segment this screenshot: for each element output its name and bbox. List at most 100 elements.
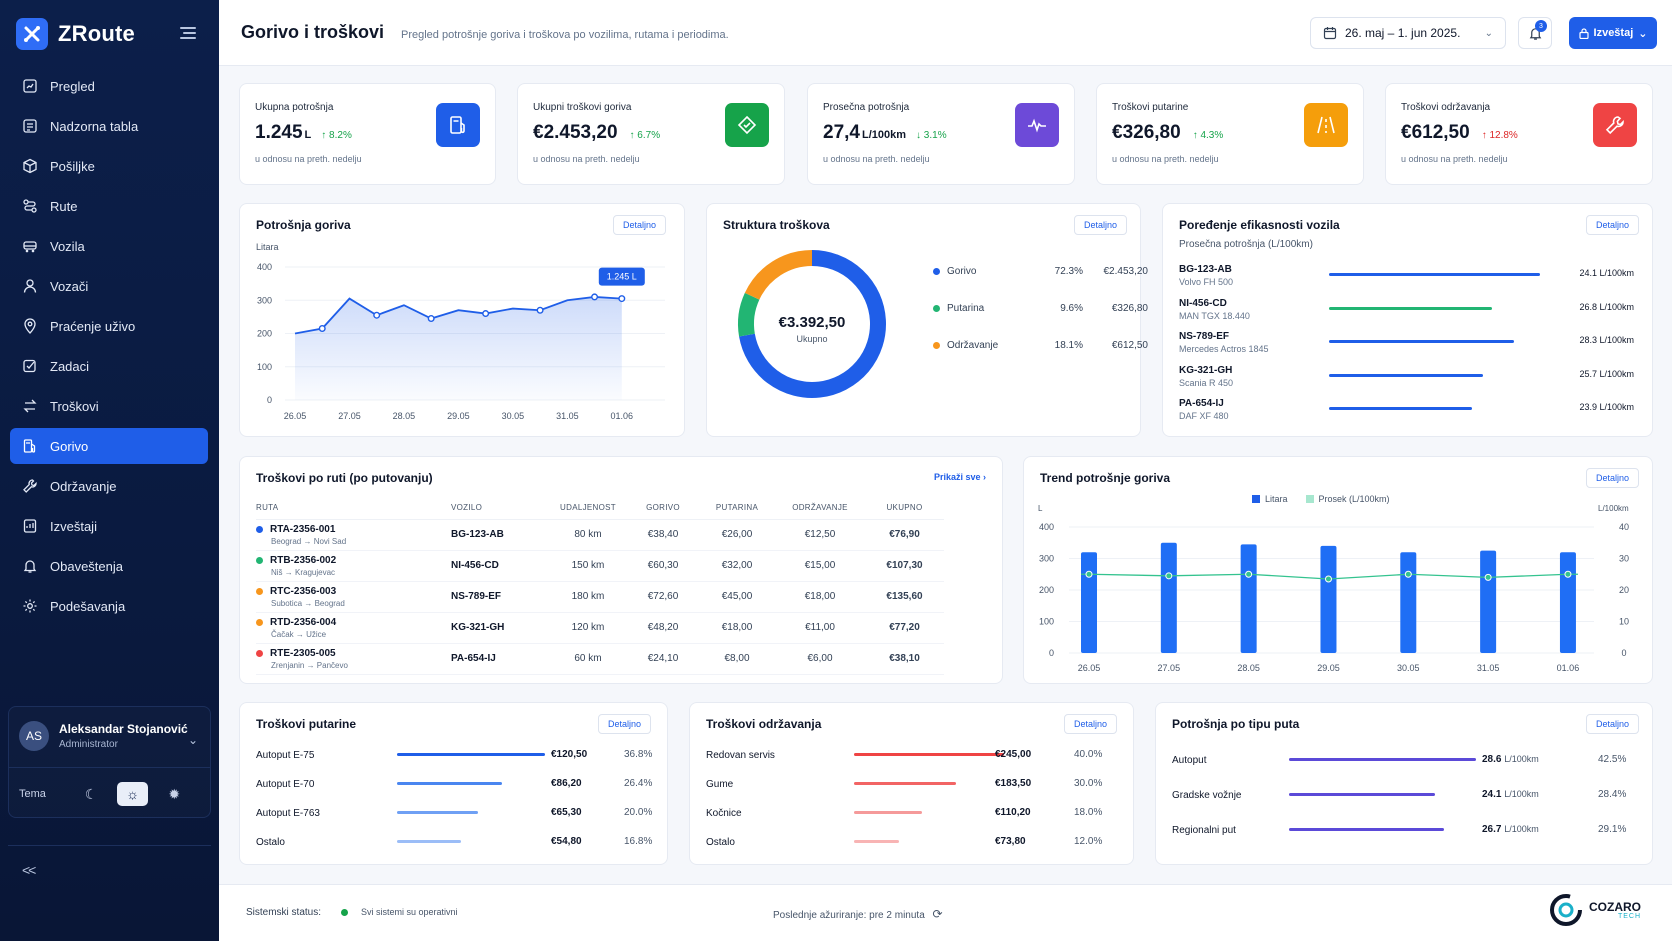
sidebar-item-vozila[interactable]: Vozila xyxy=(10,228,208,264)
notifications-button[interactable]: 3 xyxy=(1518,17,1552,49)
show-all-label: Prikaži sve xyxy=(933,472,981,482)
sidebar-item-obaveštenja[interactable]: Obaveštenja xyxy=(10,548,208,584)
detail-button[interactable]: Detaljno xyxy=(597,714,651,734)
value-bar xyxy=(1289,793,1435,796)
row-label: Redovan servis xyxy=(706,749,775,761)
sidebar-item-održavanje[interactable]: Održavanje xyxy=(10,468,208,504)
sidebar-item-vozači[interactable]: Vozači xyxy=(10,268,208,304)
vehicle-efficiency-row[interactable]: NI-456-CD MAN TGX 18.440 26.8 L/100km xyxy=(1179,298,1634,330)
route-path: Niš → Kragujevac xyxy=(271,567,336,577)
kpi-comparison: u odnosu na preth. nedelju xyxy=(255,154,362,164)
detail-button[interactable]: Detaljno xyxy=(612,215,666,235)
route-path: Subotica → Beograd xyxy=(271,598,345,608)
road-type-row[interactable]: Autoput 28.6 L/100km 42.5% xyxy=(1172,750,1632,770)
cost-row[interactable]: Ostalo €54,80 16.8% xyxy=(256,832,652,852)
row-value: €86,20 xyxy=(551,778,582,789)
avatar: AS xyxy=(19,721,49,751)
kpi-unit: L xyxy=(304,129,312,141)
y-axis-unit: L xyxy=(1038,504,1043,513)
cost-row[interactable]: Kočnice €110,20 18.0% xyxy=(706,803,1102,823)
road-type-row[interactable]: Regionalni put 26.7 L/100km 29.1% xyxy=(1172,820,1632,840)
table-row[interactable]: RTE-2305-005 Zrenjanin → Pančevo PA-654-IJ… xyxy=(256,643,944,675)
row-percent: 16.8% xyxy=(624,836,653,847)
cost-row[interactable]: Autoput E-763 €65,30 20.0% xyxy=(256,803,652,823)
x-tick-label: 28.05 xyxy=(1237,663,1260,673)
maintenance-costs-card: Troškovi održavanja Detaljno Redovan ser… xyxy=(689,702,1134,865)
table-row[interactable]: RTC-2356-003 Subotica → Beograd NS-789-EF 1… xyxy=(256,581,944,613)
cost-row[interactable]: Gume €183,50 30.0% xyxy=(706,774,1102,794)
menu-toggle-icon[interactable] xyxy=(180,27,196,41)
efficiency-bar xyxy=(1329,306,1492,310)
detail-button[interactable]: Detaljno xyxy=(1073,215,1127,235)
refresh-icon[interactable]: ⟳ xyxy=(932,907,943,921)
sidebar-item-pregled[interactable]: Pregled xyxy=(10,68,208,104)
detail-button[interactable]: Detaljno xyxy=(1063,714,1117,734)
chevron-down-icon[interactable]: ⌄ xyxy=(187,733,198,747)
cost-row[interactable]: Redovan servis €245,00 40.0% xyxy=(706,745,1102,765)
sun-icon[interactable]: ☼ xyxy=(116,782,149,806)
fuel-trend-card: Trend potrošnje goriva Detaljno Litara P… xyxy=(1023,456,1653,684)
table-row[interactable]: RTD-2356-004 Čačak → Užice KG-321-GH 120 km… xyxy=(256,612,944,644)
sidebar-item-nadzorna-tabla[interactable]: Nadzorna tabla xyxy=(10,108,208,144)
distance-cell: 60 km xyxy=(549,643,627,675)
user-profile[interactable]: AS Aleksandar Stojanović Administrator xyxy=(19,721,188,751)
route-cell: RTD-2356-004 Čačak → Užice xyxy=(256,612,451,644)
sidebar-item-zadaci[interactable]: Zadaci xyxy=(10,348,208,384)
vehicle-efficiency-row[interactable]: NS-789-EF Mercedes Actros 1845 28.3 L/100k… xyxy=(1179,331,1634,363)
route-costs-card: Troškovi po ruti (po putovanju) Prikaži … xyxy=(239,456,1003,684)
sidebar-item-label: Pošiljke xyxy=(50,158,95,174)
vehicle-plate: NI-456-CD xyxy=(1179,297,1227,309)
x-tick-label: 30.05 xyxy=(1397,663,1420,673)
route-cell: RTC-2356-003 Subotica → Beograd xyxy=(256,581,451,613)
table-row[interactable]: RTB-2356-002 Niš → Kragujevac NI-456-CD 150… xyxy=(256,550,944,582)
route-cell: RTA-2356-001 Beograd → Novi Sad xyxy=(256,519,451,551)
sidebar-item-gorivo[interactable]: Gorivo xyxy=(10,428,208,464)
data-point xyxy=(536,306,544,314)
data-point xyxy=(482,310,490,318)
vehicle-efficiency-row[interactable]: KG-321-GH Scania R 450 25.7 L/100km xyxy=(1179,365,1634,397)
cost-row[interactable]: Autoput E-75 €120,50 36.8% xyxy=(256,745,652,765)
collapse-sidebar-icon[interactable]: << xyxy=(22,862,36,878)
data-point xyxy=(1245,570,1253,578)
detail-button[interactable]: Detaljno xyxy=(1585,215,1639,235)
y-tick-label: 0 xyxy=(267,395,272,405)
vehicle-efficiency-row[interactable]: BG-123-AB Volvo FH 500 24.1 L/100km xyxy=(1179,264,1634,296)
route-id: RTE-2305-005 xyxy=(270,647,336,659)
x-tick-label: 29.05 xyxy=(1317,663,1340,673)
data-point xyxy=(1404,570,1412,578)
sidebar-item-izveštaji[interactable]: Izveštaji xyxy=(10,508,208,544)
table-row[interactable]: RTA-2356-001 Beograd → Novi Sad BG-123-AB 8… xyxy=(256,519,944,551)
report-label: Izveštaj xyxy=(1593,27,1634,39)
kpi-unit: L/100km xyxy=(861,129,907,141)
sidebar-item-pošiljke[interactable]: Pošiljke xyxy=(10,148,208,184)
sidebar-item-rute[interactable]: Rute xyxy=(10,188,208,224)
column-header: RUTA xyxy=(256,497,451,520)
show-all-link[interactable]: Prikaži sve › xyxy=(933,472,986,482)
date-range-picker[interactable]: 26. maj – 1. jun 2025. ⌄ xyxy=(1310,17,1506,49)
legend-value: €612,50 xyxy=(1111,340,1148,351)
sidebar-item-label: Održavanje xyxy=(50,478,117,494)
vehicle-efficiency-row[interactable]: PA-654-IJ DAF XF 480 23.9 L/100km xyxy=(1179,398,1634,430)
value-bar xyxy=(854,753,1004,756)
detail-button[interactable]: Detaljno xyxy=(1585,714,1639,734)
fuel-pump-icon xyxy=(436,103,480,147)
sidebar-item-praćenje-uživo[interactable]: Praćenje uživo xyxy=(10,308,208,344)
row-percent: 26.4% xyxy=(624,778,653,789)
cost-row[interactable]: Ostalo €73,80 12.0% xyxy=(706,832,1102,852)
total-cell: €77,20 xyxy=(865,612,944,644)
road-type-row[interactable]: Gradske vožnje 24.1 L/100km 28.4% xyxy=(1172,785,1632,805)
moon-icon[interactable]: ☾ xyxy=(84,785,98,802)
cost-row[interactable]: Autoput E-70 €86,20 26.4% xyxy=(256,774,652,794)
legend-item: Putarina 9.6% €326,80 xyxy=(933,303,1148,314)
sidebar-item-podešavanja[interactable]: Podešavanja xyxy=(10,588,208,624)
sidebar-item-troškovi[interactable]: Troškovi xyxy=(10,388,208,424)
sun-bright-icon[interactable]: ✹ xyxy=(168,785,181,802)
detail-button[interactable]: Detaljno xyxy=(1585,468,1639,488)
bar xyxy=(1160,542,1177,653)
app-logo[interactable]: ZRoute xyxy=(16,18,135,50)
chart-legend: Litara Prosek (L/100km) xyxy=(1252,494,1390,504)
row-value: €73,80 xyxy=(995,836,1026,847)
wrench-icon xyxy=(1593,103,1637,147)
report-button[interactable]: Izveštaj ⌄ xyxy=(1569,17,1657,49)
x-tick-label: 27.05 xyxy=(1158,663,1181,673)
